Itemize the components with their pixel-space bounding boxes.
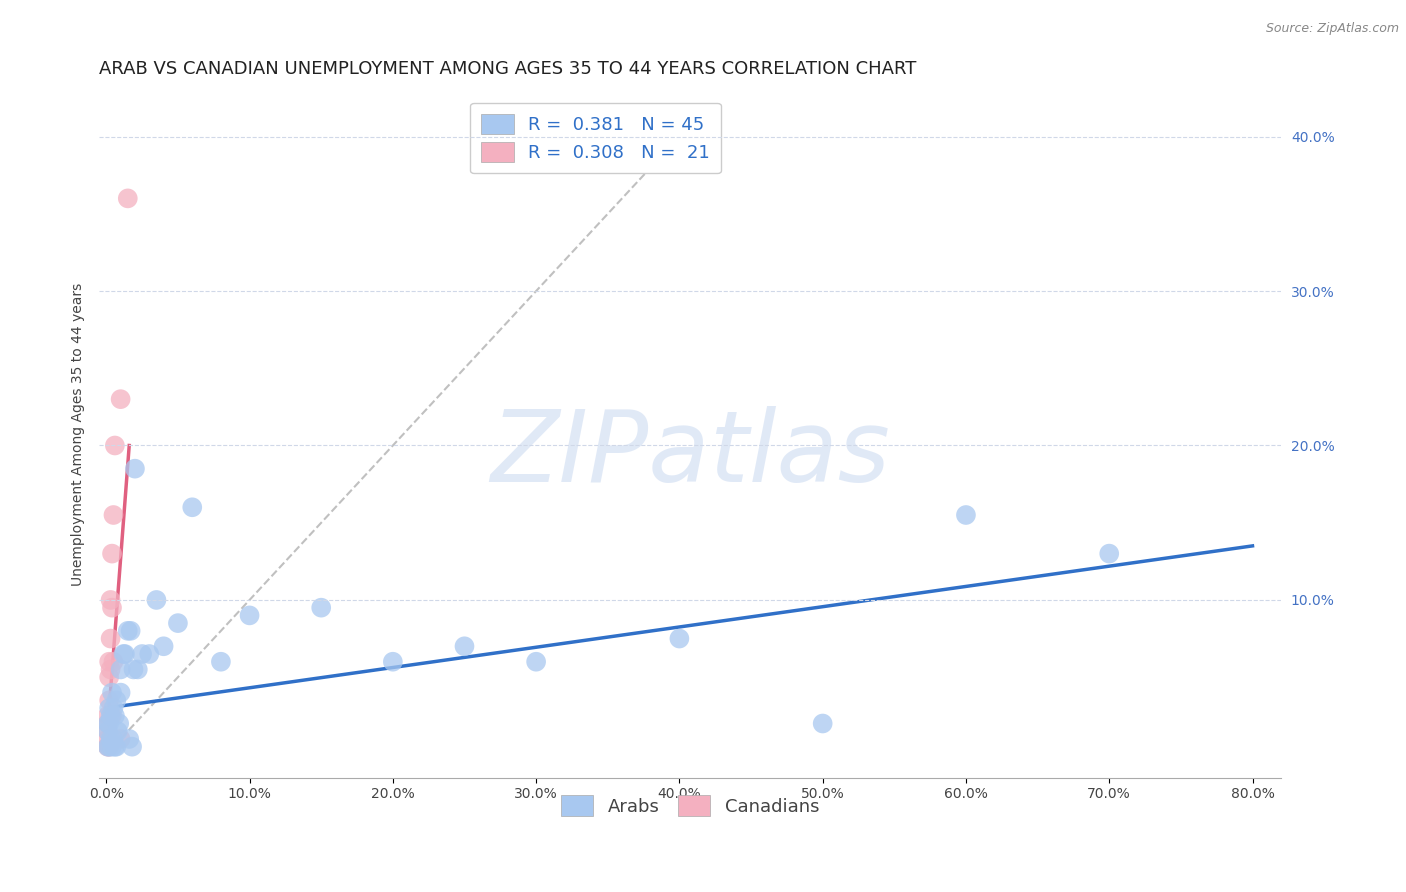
Text: Source: ZipAtlas.com: Source: ZipAtlas.com (1265, 22, 1399, 36)
Point (98, 716, 121, 731)
Point (98, 693, 121, 707)
Point (138, 647, 160, 661)
Point (100, 632, 122, 646)
Point (110, 392, 132, 406)
Point (105, 739, 128, 754)
Point (167, 616, 190, 631)
Point (104, 708, 127, 723)
Point (668, 632, 690, 646)
Point (103, 701, 125, 715)
Point (100, 593, 122, 607)
Point (152, 640, 174, 654)
Point (107, 724, 129, 739)
Point (381, 655, 404, 669)
Point (100, 731, 122, 746)
Point (118, 731, 141, 746)
Point (105, 693, 128, 707)
Point (112, 647, 135, 661)
Point (1098, 547, 1121, 561)
Point (811, 716, 834, 731)
Point (100, 708, 122, 723)
Point (110, 663, 132, 677)
Point (97, 739, 120, 754)
Point (124, 461, 146, 475)
Text: ZIPatlas: ZIPatlas (491, 406, 890, 503)
Point (97, 739, 120, 754)
Point (209, 655, 232, 669)
Point (103, 508, 125, 522)
Point (309, 600, 332, 615)
Point (110, 731, 132, 746)
Point (145, 593, 167, 607)
Point (103, 655, 125, 669)
Point (97, 708, 120, 723)
Point (98, 739, 121, 754)
Point (101, 739, 124, 754)
Point (97, 716, 120, 731)
Point (97, 724, 120, 739)
Point (524, 655, 547, 669)
Point (101, 708, 124, 723)
Point (131, 647, 153, 661)
Point (97, 724, 120, 739)
Point (101, 685, 124, 699)
Point (101, 547, 124, 561)
Point (453, 640, 475, 654)
Point (108, 716, 131, 731)
Point (114, 647, 136, 661)
Point (955, 508, 977, 522)
Point (181, 500, 204, 515)
Legend: Arabs, Canadians: Arabs, Canadians (554, 789, 827, 823)
Point (98, 739, 121, 754)
Point (104, 739, 127, 754)
Point (97, 716, 120, 731)
Point (98, 655, 121, 669)
Point (101, 600, 124, 615)
Point (104, 438, 127, 452)
Y-axis label: Unemployment Among Ages 35 to 44 years: Unemployment Among Ages 35 to 44 years (72, 282, 86, 585)
Point (103, 731, 125, 746)
Point (121, 739, 143, 754)
Point (120, 624, 142, 638)
Point (122, 663, 145, 677)
Text: ARAB VS CANADIAN UNEMPLOYMENT AMONG AGES 35 TO 44 YEARS CORRELATION CHART: ARAB VS CANADIAN UNEMPLOYMENT AMONG AGES… (100, 60, 917, 78)
Point (110, 685, 132, 699)
Point (127, 663, 149, 677)
Point (100, 663, 122, 677)
Point (97, 731, 120, 746)
Point (98, 670, 121, 684)
Point (239, 608, 262, 623)
Point (117, 624, 139, 638)
Point (98, 701, 121, 715)
Point (117, 191, 139, 205)
